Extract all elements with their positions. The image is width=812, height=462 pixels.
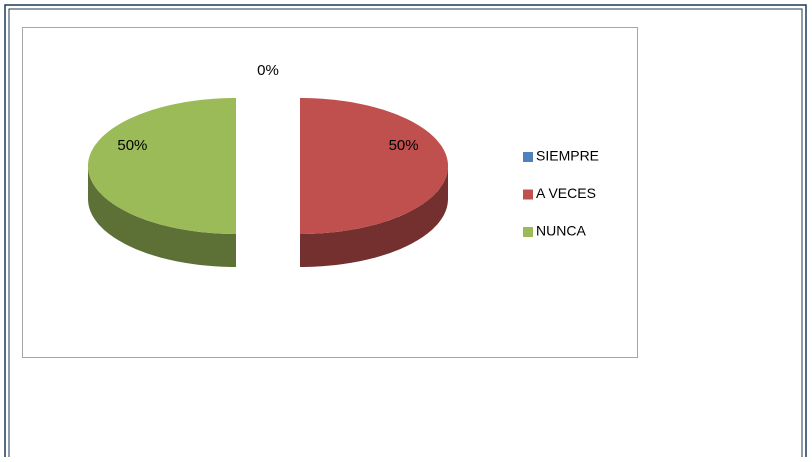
data-label: 50% <box>117 137 147 154</box>
legend-swatch <box>523 227 533 237</box>
legend-label: NUNCA <box>536 223 586 239</box>
legend-swatch <box>523 152 533 162</box>
slice <box>88 98 236 234</box>
data-label: 50% <box>389 137 419 154</box>
slice-side <box>88 166 236 267</box>
legend-label: SIEMPRE <box>536 148 599 164</box>
data-label: 0% <box>257 62 279 79</box>
slice-side <box>300 166 448 267</box>
legend: SIEMPRE A VECES NUNCA <box>523 148 599 239</box>
slice <box>300 98 448 234</box>
outer-frame <box>4 4 807 462</box>
inner-frame <box>8 8 803 462</box>
pie: 0% 50% 50% <box>88 62 448 267</box>
legend-swatch <box>523 189 533 200</box>
legend-label: A VECES <box>536 185 596 201</box>
